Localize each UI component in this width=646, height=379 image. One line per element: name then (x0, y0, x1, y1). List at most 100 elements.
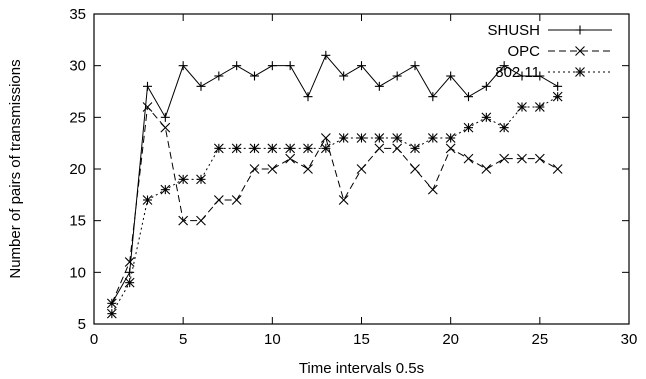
y-tick-label-0: 5 (78, 316, 86, 333)
series-0-point-24 (535, 71, 545, 81)
series-1-point-20 (463, 153, 474, 164)
series-1-point-25 (552, 164, 563, 174)
x-tick-label-2: 10 (264, 331, 281, 348)
x-tick-label-5: 25 (531, 331, 548, 348)
series-1-point-1 (124, 257, 135, 267)
x-tick-label-0: 0 (90, 331, 98, 348)
series-1-point-0 (106, 298, 117, 309)
series-0-point-7 (232, 61, 242, 71)
series-2 (106, 91, 563, 319)
series-0-point-11 (303, 92, 313, 102)
series-0-point-3 (160, 112, 170, 122)
y-tick-label-4: 25 (69, 109, 86, 126)
series-1-point-4 (178, 215, 189, 226)
series-2-point-7 (231, 143, 242, 154)
series-line-1 (111, 105, 558, 304)
series-2-point-15 (374, 133, 385, 143)
series-2-point-22 (499, 122, 510, 133)
series-2-point-23 (517, 102, 527, 112)
series-2-point-1 (124, 277, 135, 288)
series-0-point-9 (267, 61, 277, 71)
series-0-point-17 (410, 61, 420, 71)
series-2-point-19 (445, 133, 456, 143)
series-0-point-13 (339, 71, 349, 81)
series-2-point-25 (552, 91, 563, 102)
series-2-point-5 (196, 174, 206, 185)
series-2-point-0 (106, 308, 117, 319)
series-0-point-10 (285, 61, 295, 71)
series-1-point-7 (231, 195, 242, 205)
series-2-point-18 (427, 133, 438, 143)
legend: SHUSH OPC 802.11 (487, 22, 612, 81)
series-2-point-16 (392, 133, 403, 143)
series-0 (107, 50, 563, 308)
x-axis-label: Time intervals 0.5s (299, 360, 424, 377)
series-1-point-3 (160, 122, 171, 133)
series-1-point-13 (338, 195, 349, 205)
series-0-point-1 (125, 267, 135, 277)
series-2-point-24 (534, 102, 545, 112)
series-1-point-21 (481, 164, 492, 174)
series-2-point-17 (410, 143, 420, 154)
x-tick-label-6: 30 (621, 331, 638, 348)
series-0-point-23 (517, 71, 527, 81)
x-tick-label-3: 15 (353, 331, 370, 348)
y-tick-label-3: 20 (69, 161, 86, 178)
series-0-point-18 (428, 92, 438, 102)
series-2-point-2 (142, 195, 153, 205)
series-1-point-5 (196, 215, 206, 226)
legend-marker-1 (575, 46, 585, 56)
series-1-point-2 (142, 102, 153, 112)
series-2-point-11 (303, 143, 313, 154)
series-line-0 (111, 54, 558, 304)
y-tick-label-2: 15 (69, 213, 86, 230)
series-0-point-19 (446, 71, 456, 81)
series-1 (106, 102, 563, 309)
series-2-point-8 (249, 143, 260, 154)
legend-label-2: 802.11 (495, 64, 540, 81)
series-1-point-8 (249, 164, 260, 174)
series-layer (106, 50, 563, 319)
series-2-point-10 (285, 143, 296, 154)
x-tick-label-1: 5 (179, 331, 187, 348)
series-1-point-17 (410, 164, 420, 174)
series-2-point-6 (213, 143, 224, 154)
series-0-point-2 (143, 81, 152, 91)
series-2-point-21 (481, 112, 492, 123)
series-2-point-4 (178, 174, 189, 185)
series-2-point-14 (356, 133, 367, 143)
series-1-point-18 (427, 184, 438, 195)
legend-label-1: OPC (507, 43, 540, 60)
series-0-point-4 (178, 61, 188, 71)
series-2-point-20 (463, 122, 474, 133)
series-2-point-12 (320, 143, 331, 154)
series-2-point-13 (338, 133, 349, 143)
legend-marker-0 (575, 25, 585, 35)
series-1-point-6 (213, 195, 224, 205)
series-1-point-12 (320, 133, 331, 143)
series-0-point-22 (499, 61, 509, 71)
series-0-point-14 (357, 61, 366, 71)
series-line-2 (111, 96, 558, 314)
series-1-point-24 (534, 153, 545, 164)
x-tick-label-4: 20 (442, 331, 459, 348)
series-1-point-23 (517, 153, 527, 164)
series-0-point-21 (481, 81, 491, 91)
series-1-point-16 (392, 143, 403, 154)
y-tick-label-1: 10 (69, 264, 86, 281)
y-tick-label-6: 35 (69, 6, 86, 23)
series-1-point-19 (445, 143, 456, 154)
series-0-point-6 (214, 71, 224, 81)
series-2-point-9 (267, 143, 278, 154)
legend-label-0: SHUSH (487, 22, 540, 39)
series-0-point-12 (321, 50, 331, 60)
series-0-point-5 (196, 81, 206, 91)
series-1-point-9 (267, 164, 278, 174)
series-1-point-14 (356, 164, 367, 174)
series-0-point-15 (374, 81, 384, 91)
series-2-point-3 (160, 184, 171, 195)
series-0-point-25 (553, 81, 563, 91)
y-axis-label: Number of pairs of transmissions (7, 59, 24, 278)
series-0-point-8 (250, 71, 259, 81)
